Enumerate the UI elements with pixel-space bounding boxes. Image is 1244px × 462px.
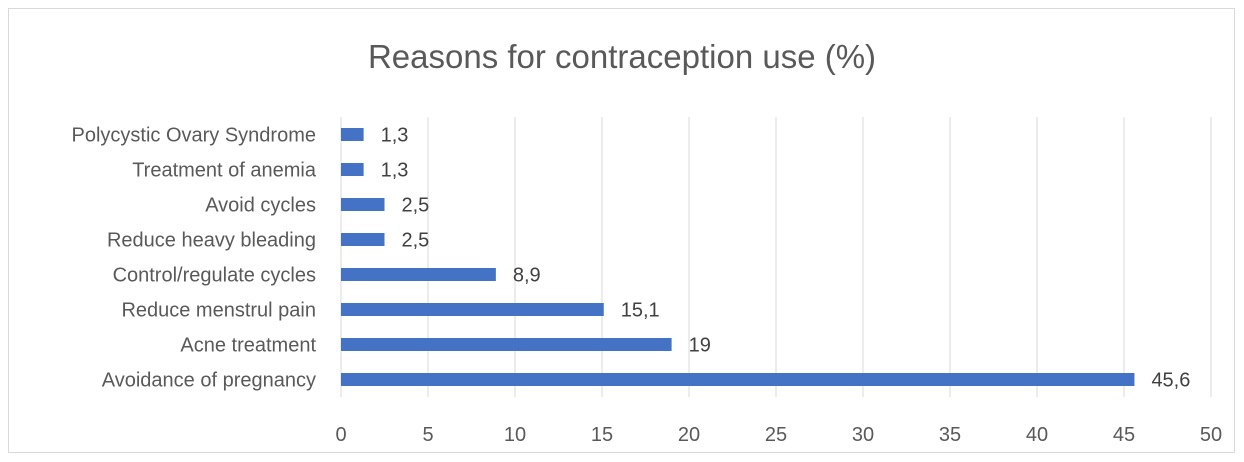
bar	[341, 303, 604, 316]
category-label: Acne treatment	[180, 335, 316, 357]
data-label: 8,9	[513, 265, 541, 287]
data-label: 2,5	[402, 195, 430, 217]
data-label: 19	[689, 335, 711, 357]
chart-title: Reasons for contraception use (%)	[367, 38, 877, 75]
data-label: 45,6	[1151, 370, 1190, 392]
x-tick-labels: 0 5 10 15 20 25 30 35 40 45 50	[335, 424, 1222, 446]
x-tick-label: 0	[335, 424, 346, 446]
bar	[341, 233, 385, 246]
data-label: 2,5	[402, 230, 430, 252]
bar	[341, 128, 364, 141]
bars	[341, 128, 1135, 386]
data-label: 1,3	[381, 160, 409, 182]
category-label: Reduce heavy bleading	[107, 230, 316, 252]
category-labels: Polycystic Ovary Syndrome Treatment of an…	[71, 125, 316, 392]
x-tick-label: 50	[1200, 424, 1222, 446]
category-label: Avoidance of pregnancy	[102, 370, 316, 392]
x-tick-label: 15	[591, 424, 613, 446]
x-tick-label: 45	[1113, 424, 1135, 446]
category-label: Treatment of anemia	[132, 160, 317, 182]
x-tick-label: 40	[1026, 424, 1048, 446]
x-tick-label: 10	[504, 424, 526, 446]
x-tick-label: 30	[852, 424, 874, 446]
gridlines	[340, 117, 1212, 397]
category-label: Polycystic Ovary Syndrome	[71, 125, 316, 147]
data-labels: 1,3 1,3 2,5 2,5 8,9 15,1 19 45,6	[381, 125, 1191, 392]
bar	[341, 198, 385, 211]
x-tick-label: 25	[765, 424, 787, 446]
category-label: Control/regulate cycles	[113, 265, 316, 287]
bar	[341, 373, 1135, 386]
category-label: Reduce menstrul pain	[121, 300, 316, 322]
x-tick-label: 5	[422, 424, 433, 446]
bar	[341, 163, 364, 176]
bar	[341, 268, 496, 281]
x-tick-label: 20	[678, 424, 700, 446]
data-label: 1,3	[381, 125, 409, 147]
x-tick-label: 35	[939, 424, 961, 446]
bar	[341, 338, 672, 351]
category-label: Avoid cycles	[205, 195, 316, 217]
data-label: 15,1	[621, 300, 660, 322]
